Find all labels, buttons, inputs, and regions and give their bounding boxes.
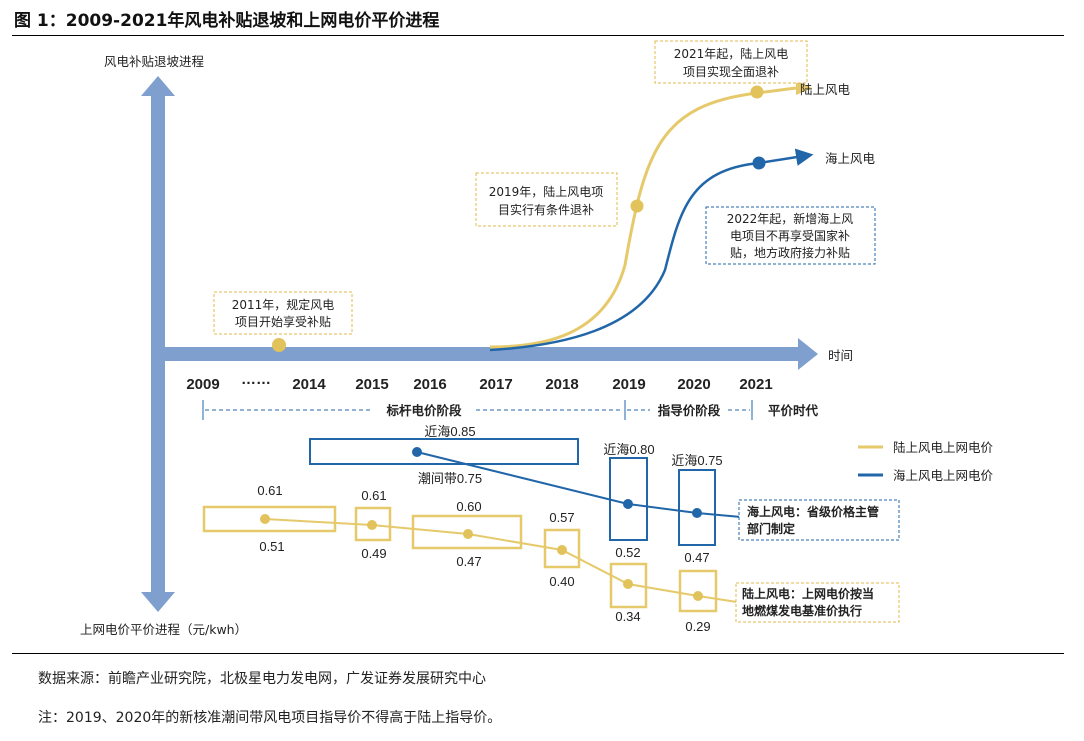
year-label: 2021 <box>739 376 772 393</box>
offshore-price-box-2020 <box>678 469 716 546</box>
annotation-2022-line2: 电项目不再享受国家补 <box>730 228 850 243</box>
onshore-price-box-2020 <box>678 569 718 613</box>
figure-title: 图 1：2009-2021年风电补贴退坡和上网电价平价进程 <box>14 11 440 31</box>
onshore-price-note-line2: 地燃煤发电基准价执行 <box>742 603 862 618</box>
year-label: 2016 <box>413 376 446 393</box>
y-top-label: 风电补贴退坡进程 <box>104 54 205 69</box>
year-label: 2018 <box>545 376 578 393</box>
offshore-price-low-label: 潮间带0.75 <box>418 471 482 486</box>
offshore-price-dot <box>623 499 633 509</box>
onshore-price-dot <box>623 579 633 589</box>
onshore-price-low-label: 0.49 <box>361 546 386 561</box>
annotation-2011-line1: 2011年，规定风电 <box>232 297 335 312</box>
annotation-2011-box <box>213 291 353 335</box>
onshore-price-low-label: 0.51 <box>259 539 284 554</box>
milestone-2011-dot <box>272 338 286 352</box>
phase-timeline <box>202 400 753 420</box>
bottom-rule <box>12 653 1064 654</box>
onshore-price-dot <box>693 591 703 601</box>
year-labels: 2009 …… 2014 2015 2016 2017 2018 2019 20… <box>186 371 772 393</box>
onshore-subsidy-curve <box>489 86 797 349</box>
annotation-2019-line2: 目实行有条件退补 <box>498 202 594 217</box>
milestone-2019-dot <box>630 199 644 213</box>
offshore-price-box-2014-2018 <box>309 438 579 465</box>
offshore-price-note-line1: 海上风电：省级价格主管 <box>747 504 879 519</box>
offshore-price-line <box>416 451 742 518</box>
offshore-price-dot <box>412 447 422 457</box>
offshore-price-low-label: 0.47 <box>684 550 709 565</box>
offshore-subsidy-curve <box>489 148 814 352</box>
onshore-price-dot <box>463 529 473 539</box>
offshore-price-box-2019 <box>609 457 648 541</box>
onshore-price-box-2018 <box>543 528 581 569</box>
offshore-price-high-label: 近海0.80 <box>603 442 654 457</box>
annotation-2011-line2: 项目开始享受补贴 <box>235 314 331 329</box>
onshore-price-high-label: 0.60 <box>456 499 481 514</box>
annotation-2019-box <box>475 172 618 227</box>
annotation-2022-line3: 贴，地方政府接力补贴 <box>730 245 850 260</box>
legend: 陆上风电上网电价 海上风电上网电价 <box>858 440 994 483</box>
onshore-price-high-label: 0.61 <box>361 488 386 503</box>
year-label: 2017 <box>479 376 512 393</box>
offshore-price-dot <box>692 508 702 518</box>
footnote: 注：2019、2020年的新核准潮间带风电项目指导价不得高于陆上指导价。 <box>38 710 502 726</box>
onshore-price-note-line1: 陆上风电：上网电价按当 <box>742 586 874 601</box>
offshore-price-note-box <box>738 499 900 541</box>
title-rule <box>12 35 1064 36</box>
onshore-price-box-2019 <box>609 562 648 609</box>
onshore-price-dot <box>557 545 567 555</box>
y-bottom-label: 上网电价平价进程（元/kwh） <box>80 622 247 637</box>
offshore-price-low-label: 0.52 <box>615 545 640 560</box>
year-label: 2015 <box>355 376 388 393</box>
offshore-curve-label: 海上风电 <box>825 151 876 166</box>
annotation-2021-box <box>654 40 808 84</box>
onshore-price-dot <box>260 514 270 524</box>
onshore-price-note-box <box>735 582 900 623</box>
annotation-2019-line1: 2019年，陆上风电项 <box>489 184 604 199</box>
onshore-curve-arrowhead <box>796 81 812 95</box>
phase-parity: 平价时代 <box>768 403 819 418</box>
onshore-price-high-label: 0.57 <box>549 510 574 525</box>
onshore-price-low-label: 0.34 <box>615 609 640 624</box>
milestone-2022-dot <box>752 156 766 170</box>
year-ellipsis: …… <box>241 371 271 388</box>
year-label: 2019 <box>612 376 645 393</box>
source-note: 数据来源：前瞻产业研究院，北极星电力发电网，广发证券发展研究中心 <box>38 671 486 687</box>
onshore-price-high-label: 0.61 <box>257 483 282 498</box>
annotation-2021-line1: 2021年起，陆上风电 <box>674 46 789 61</box>
time-axis-arrow <box>165 338 818 370</box>
milestone-2021-dot <box>750 85 764 99</box>
annotation-2022-line1: 2022年起，新增海上风 <box>727 211 854 226</box>
annotation-2021-line2: 项目实现全面退补 <box>683 64 779 79</box>
year-label: 2020 <box>677 376 710 393</box>
phase-guide: 指导价阶段 <box>658 403 721 418</box>
x-axis-label: 时间 <box>828 348 853 363</box>
onshore-price-low-label: 0.29 <box>685 619 710 634</box>
onshore-price-box-2016-2017 <box>411 514 523 550</box>
phase-benchmark: 标杆电价阶段 <box>385 403 462 418</box>
onshore-price-low-label: 0.47 <box>456 554 481 569</box>
onshore-price-box-2009-2014 <box>202 505 337 533</box>
legend-onshore-label: 陆上风电上网电价 <box>893 440 994 455</box>
legend-offshore-label: 海上风电上网电价 <box>893 468 994 483</box>
annotation-2022-box <box>705 206 876 265</box>
offshore-price-note-line2: 部门制定 <box>747 521 795 536</box>
year-label: 2014 <box>292 376 326 393</box>
onshore-price-low-label: 0.40 <box>549 574 574 589</box>
offshore-price-high-label: 近海0.85 <box>424 424 475 439</box>
offshore-price-high-label: 近海0.75 <box>671 453 722 468</box>
year-label: 2009 <box>186 376 219 393</box>
onshore-curve-label: 陆上风电 <box>800 82 851 97</box>
onshore-price-dot <box>367 520 377 530</box>
vertical-axis-arrow <box>141 76 175 612</box>
